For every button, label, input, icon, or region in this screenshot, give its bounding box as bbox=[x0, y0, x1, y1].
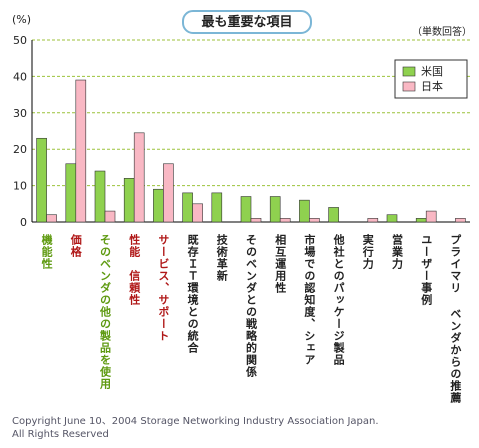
bar bbox=[123, 178, 135, 223]
y-tick-label: 20 bbox=[13, 143, 27, 156]
bar bbox=[425, 210, 437, 223]
x-tick-label: 機能性 bbox=[40, 233, 53, 270]
bar bbox=[455, 218, 466, 223]
bar bbox=[182, 192, 193, 223]
bar bbox=[133, 132, 145, 223]
bar bbox=[75, 79, 87, 223]
legend-label: 米国 bbox=[421, 65, 443, 78]
bar bbox=[386, 214, 398, 223]
x-tick-label: 他社とのパッケージ製品 bbox=[332, 233, 346, 366]
x-tick-label: 価格 bbox=[69, 233, 83, 258]
bar bbox=[65, 163, 77, 223]
x-tick-label: 実行力 bbox=[361, 233, 375, 270]
bar bbox=[94, 170, 106, 223]
bar bbox=[250, 218, 262, 223]
y-tick-label: 30 bbox=[13, 107, 27, 120]
bar bbox=[415, 218, 427, 223]
bar bbox=[46, 214, 57, 223]
bar bbox=[163, 163, 174, 223]
x-tick-label: 性能 信頼性 bbox=[128, 233, 142, 306]
chart-title: 最も重要な項目 bbox=[201, 14, 292, 30]
x-tick-label: 技術革新 bbox=[215, 233, 229, 282]
x-tick-label: ユーザー事例 bbox=[420, 234, 433, 306]
y-tick-label: 50 bbox=[13, 34, 27, 47]
y-tick-label: 10 bbox=[13, 180, 27, 193]
y-unit: (%) bbox=[12, 13, 31, 26]
x-tick-label: 営業力 bbox=[391, 233, 405, 270]
bar bbox=[211, 192, 223, 223]
legend-label: 日本 bbox=[421, 79, 443, 93]
bar bbox=[309, 218, 320, 223]
title-box bbox=[182, 10, 312, 34]
bar bbox=[153, 188, 164, 223]
y-tick-label: 0 bbox=[20, 216, 27, 229]
bar bbox=[367, 218, 379, 223]
bar bbox=[240, 196, 252, 223]
x-tick-label: 市場での認知度、シェア bbox=[303, 233, 317, 366]
bar bbox=[192, 203, 203, 223]
footer: All Rights Reserved bbox=[12, 429, 109, 440]
legend-swatch bbox=[402, 81, 416, 92]
legend-swatch bbox=[402, 66, 416, 77]
x-tick-label: 既存ＩＴ環境との統合 bbox=[186, 234, 199, 354]
y-tick-label: 40 bbox=[13, 70, 27, 83]
footer: Copyright June 10、2004 Storage Networkin… bbox=[12, 416, 379, 427]
bar bbox=[36, 137, 47, 223]
legend-box bbox=[394, 59, 468, 99]
x-tick-label: サービス、サポート bbox=[157, 234, 170, 342]
x-tick-label: プライマリ ベンダからの推薦 bbox=[449, 234, 462, 404]
note: （単数回答） bbox=[412, 25, 472, 38]
x-tick-label: 相互運用性 bbox=[274, 233, 287, 294]
bar bbox=[328, 207, 339, 223]
x-tick-label: そのベンダとの戦略的関係 bbox=[245, 234, 258, 378]
bar bbox=[104, 210, 116, 223]
bar bbox=[279, 218, 291, 223]
bar bbox=[269, 196, 281, 223]
x-tick-label: そのベンダの他の製品を使用 bbox=[99, 234, 113, 390]
bar bbox=[299, 199, 310, 223]
